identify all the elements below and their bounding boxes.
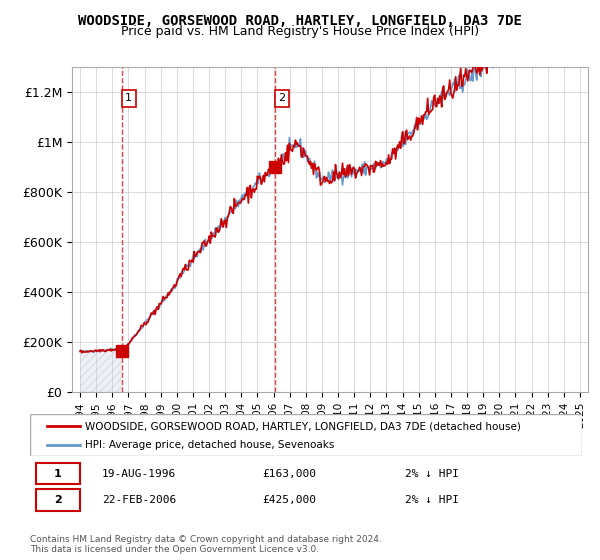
Text: HPI: Average price, detached house, Sevenoaks: HPI: Average price, detached house, Seve… bbox=[85, 440, 335, 450]
Text: Price paid vs. HM Land Registry's House Price Index (HPI): Price paid vs. HM Land Registry's House … bbox=[121, 25, 479, 38]
Text: 2: 2 bbox=[54, 495, 61, 505]
Text: WOODSIDE, GORSEWOOD ROAD, HARTLEY, LONGFIELD, DA3 7DE (detached house): WOODSIDE, GORSEWOOD ROAD, HARTLEY, LONGF… bbox=[85, 421, 521, 431]
Text: 1: 1 bbox=[125, 93, 132, 103]
Text: 19-AUG-1996: 19-AUG-1996 bbox=[102, 469, 176, 479]
Text: Contains HM Land Registry data © Crown copyright and database right 2024.
This d: Contains HM Land Registry data © Crown c… bbox=[30, 535, 382, 554]
Text: 1: 1 bbox=[54, 469, 61, 479]
Text: £425,000: £425,000 bbox=[262, 495, 316, 505]
Text: 2% ↓ HPI: 2% ↓ HPI bbox=[406, 469, 460, 479]
Text: 22-FEB-2006: 22-FEB-2006 bbox=[102, 495, 176, 505]
Text: 2: 2 bbox=[278, 93, 286, 103]
FancyBboxPatch shape bbox=[35, 489, 80, 511]
Text: WOODSIDE, GORSEWOOD ROAD, HARTLEY, LONGFIELD, DA3 7DE: WOODSIDE, GORSEWOOD ROAD, HARTLEY, LONGF… bbox=[78, 14, 522, 28]
Text: £163,000: £163,000 bbox=[262, 469, 316, 479]
FancyBboxPatch shape bbox=[35, 463, 80, 484]
Text: 2% ↓ HPI: 2% ↓ HPI bbox=[406, 495, 460, 505]
FancyBboxPatch shape bbox=[30, 414, 582, 456]
